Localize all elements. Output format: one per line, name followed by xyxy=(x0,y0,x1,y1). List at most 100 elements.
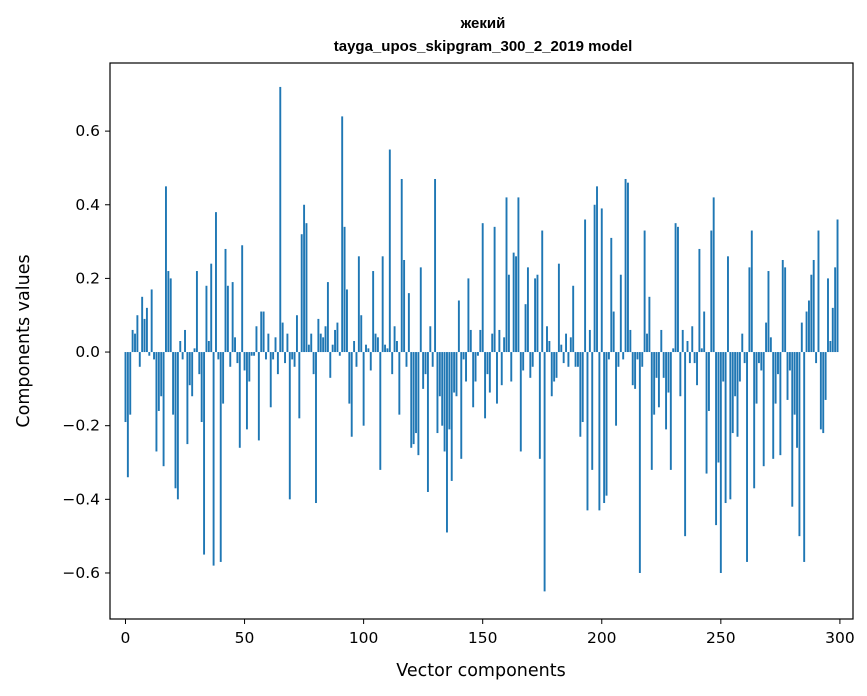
bar xyxy=(807,300,810,353)
bar xyxy=(300,234,303,353)
y-tick-label: 0.0 xyxy=(75,343,100,361)
bar xyxy=(174,352,177,489)
bar xyxy=(746,352,748,562)
bar xyxy=(405,352,408,367)
bar xyxy=(255,326,258,353)
bar xyxy=(607,352,610,360)
bar xyxy=(505,197,508,353)
bar xyxy=(627,182,629,353)
bar xyxy=(224,248,227,353)
bar xyxy=(462,352,465,360)
y-tick-label: −0.6 xyxy=(62,564,100,582)
bar xyxy=(767,271,770,353)
bar xyxy=(465,352,467,382)
bar xyxy=(724,352,727,504)
bar xyxy=(312,352,315,375)
bar xyxy=(698,248,701,353)
bar xyxy=(167,271,170,353)
bar xyxy=(253,352,256,356)
bar xyxy=(486,352,489,375)
bar xyxy=(553,352,556,382)
bar xyxy=(424,352,427,375)
bar xyxy=(236,352,239,364)
bar xyxy=(305,223,308,353)
bar xyxy=(393,326,396,353)
bar xyxy=(350,352,353,437)
bar xyxy=(222,352,225,404)
bar xyxy=(307,344,310,353)
chart-title: жекий xyxy=(460,15,506,32)
bar xyxy=(579,352,582,437)
bar xyxy=(646,333,648,353)
bar xyxy=(596,186,598,353)
bar xyxy=(341,116,344,353)
bar xyxy=(712,197,715,353)
bar xyxy=(248,352,251,382)
bar xyxy=(326,282,329,353)
bar xyxy=(643,230,646,353)
bar xyxy=(476,352,479,356)
bar xyxy=(634,352,637,389)
bar xyxy=(769,337,772,353)
bar xyxy=(379,352,382,470)
bar xyxy=(641,352,644,367)
bar xyxy=(281,322,284,353)
bar xyxy=(731,352,734,434)
bar xyxy=(791,352,794,507)
bar xyxy=(810,274,813,353)
bar xyxy=(598,352,601,511)
bar xyxy=(817,230,820,353)
bar xyxy=(193,348,196,353)
bar xyxy=(443,352,446,452)
bar xyxy=(650,352,653,470)
x-tick-label: 100 xyxy=(349,629,379,647)
bar xyxy=(753,352,756,489)
bar xyxy=(303,204,306,353)
bar xyxy=(757,352,760,364)
bar xyxy=(257,352,260,441)
bar xyxy=(660,329,663,353)
bar xyxy=(615,352,618,426)
y-tick-label: −0.2 xyxy=(62,417,100,435)
bar xyxy=(548,341,551,353)
bar xyxy=(291,352,294,360)
bar xyxy=(755,352,758,404)
bar xyxy=(186,352,189,445)
bar xyxy=(179,341,182,353)
bar xyxy=(510,352,513,382)
bar xyxy=(369,352,372,371)
bar xyxy=(169,278,172,353)
bar xyxy=(365,344,367,353)
bar xyxy=(517,197,520,353)
bar xyxy=(629,329,632,353)
bar xyxy=(419,267,422,353)
bar xyxy=(836,219,839,353)
bar xyxy=(581,352,584,423)
bar xyxy=(274,337,277,353)
bar xyxy=(565,333,567,353)
bar xyxy=(353,341,356,353)
bar xyxy=(800,322,803,353)
bar xyxy=(293,352,296,367)
bar xyxy=(134,333,136,353)
bar xyxy=(667,352,670,393)
bar xyxy=(334,329,336,353)
bar xyxy=(655,352,658,378)
bar xyxy=(557,263,560,353)
x-tick-label: 250 xyxy=(706,629,736,647)
bar xyxy=(741,333,744,353)
bar xyxy=(322,337,325,353)
bar xyxy=(417,352,420,456)
bar xyxy=(677,226,679,353)
bar xyxy=(360,315,363,353)
bar xyxy=(750,230,753,353)
bar xyxy=(276,352,279,375)
bar xyxy=(429,326,432,353)
bar xyxy=(415,352,417,434)
bar xyxy=(288,352,291,500)
bar xyxy=(217,352,220,360)
bar xyxy=(541,230,544,353)
bar xyxy=(400,178,403,353)
bar xyxy=(374,333,377,353)
bar xyxy=(834,267,837,353)
